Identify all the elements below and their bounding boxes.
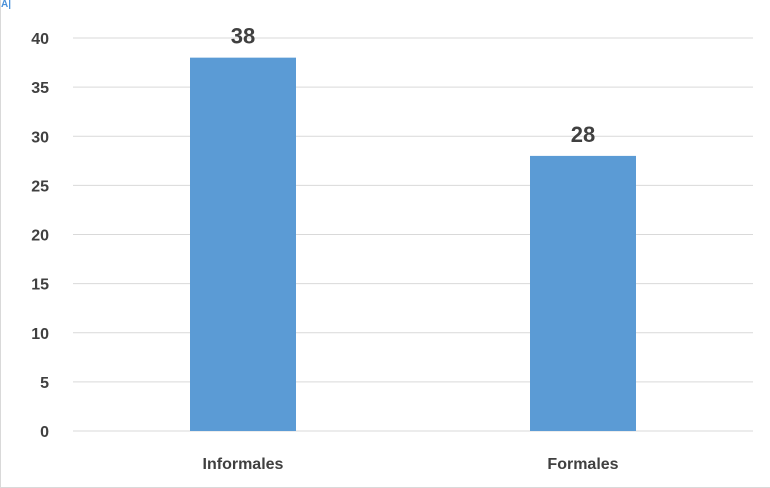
y-tick-label: 15 (31, 277, 49, 294)
corner-mark: A| (1, 0, 12, 10)
y-tick-label: 10 (31, 326, 49, 343)
y-tick-label: 30 (31, 129, 49, 146)
labels: 0 5 10 15 20 25 30 35 40 38 Informales 28 Formales (31, 24, 618, 473)
data-label: 38 (231, 24, 255, 49)
bars (190, 57, 636, 432)
x-category-label: Informales (203, 456, 284, 473)
bar-informales (190, 57, 296, 432)
x-category-label: Formales (547, 456, 618, 473)
data-label: 28 (571, 122, 595, 147)
y-tick-label: 20 (31, 228, 49, 245)
gridlines (73, 37, 753, 432)
y-tick-label: 5 (40, 375, 49, 392)
y-tick-label: 0 (40, 424, 49, 441)
y-tick-label: 40 (31, 31, 49, 48)
y-tick-label: 35 (31, 80, 49, 97)
y-tick-label: 25 (31, 178, 49, 195)
bar-formales (530, 155, 636, 431)
